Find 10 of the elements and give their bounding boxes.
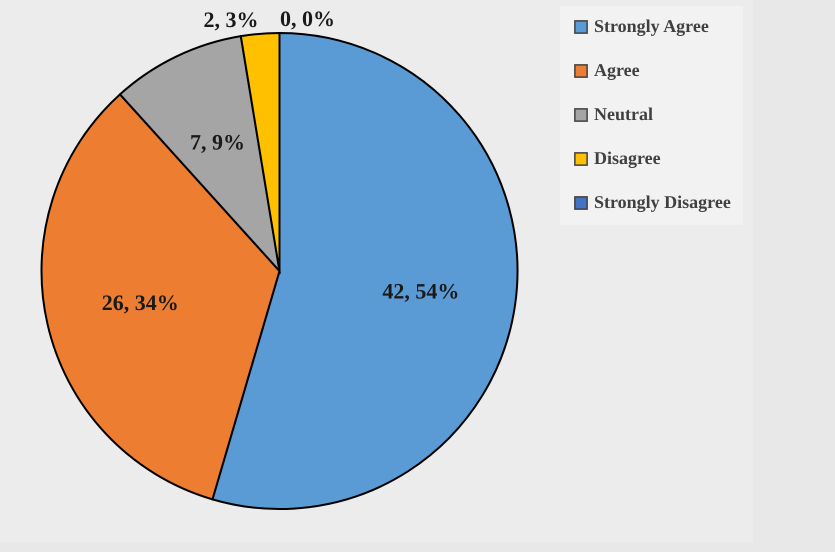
text: 0, 0% [280,6,335,31]
data-label: 26, 34% [102,290,179,315]
data-label: 42, 54% [382,278,460,304]
legend-label: Disagree [594,148,661,168]
legend-label: Strongly Disagree [594,192,731,212]
data-label: 7, 9% [190,129,246,154]
legend-label: Neutral [594,104,653,124]
legend-label: Agree [594,60,640,80]
data-label: 2, 3% [203,6,258,32]
legend-label: Strongly Agree [594,16,709,36]
